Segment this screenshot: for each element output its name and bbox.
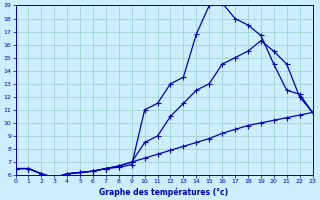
X-axis label: Graphe des températures (°c): Graphe des températures (°c) (100, 187, 228, 197)
